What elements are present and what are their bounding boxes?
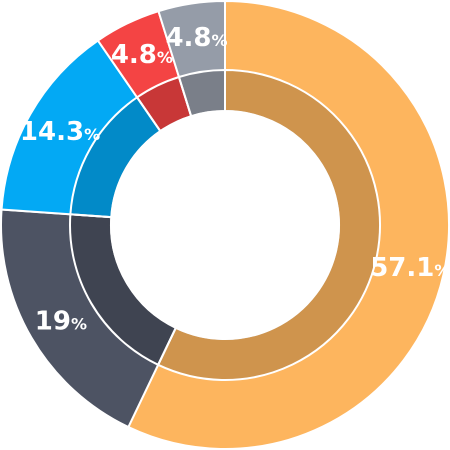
- slice-label-5: 4.8%: [165, 23, 227, 53]
- slice-label-3: 14.3%: [20, 117, 100, 147]
- donut-slice-shade-1: [156, 68, 381, 381]
- slice-label-4: 4.8%: [111, 40, 173, 70]
- donut-inner-shading: [69, 68, 381, 381]
- slice-label-1: 57.1%: [370, 253, 450, 283]
- slice-labels: 57.1% 19% 14.3% 4.8%4.8%: [20, 23, 450, 337]
- donut-slice-shade-5: [177, 68, 226, 118]
- slice-label-2: 19%: [35, 307, 87, 337]
